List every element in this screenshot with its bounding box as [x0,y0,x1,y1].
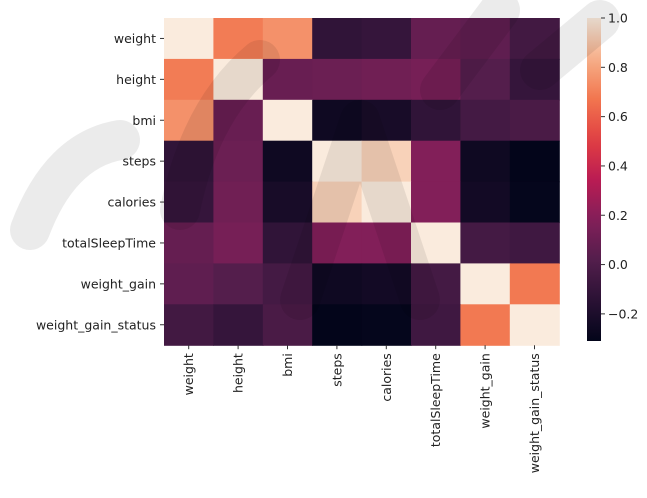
heatmap-cell [509,140,560,183]
heatmap-cell [164,18,214,60]
column-label: weight [181,353,196,395]
heatmap-cell [312,304,363,346]
row-label: weight_gain_status [36,317,156,332]
row-label: height [116,72,156,87]
heatmap-cell [262,181,313,224]
heatmap-cell [213,304,264,346]
column-label: height [231,353,246,393]
heatmap-cell [411,58,461,101]
heatmap-cell [361,222,412,264]
heatmap-cell [411,140,461,183]
heatmap-cell [509,222,560,264]
heatmap-cell [460,140,511,183]
heatmap-cell [411,263,461,305]
heatmap-cell [509,304,560,346]
heatmap-cell [262,58,313,101]
heatmap-cell [509,263,560,305]
column-label: weight_gain_status [527,353,542,473]
heatmap-cell [213,263,264,305]
heatmap-cell [411,222,461,264]
heatmap-cell [262,304,313,346]
heatmap-cell [361,58,412,101]
heatmap-cell [509,58,560,101]
colorbar-tick-label: 0.2 [608,208,628,223]
colorbar-gradient [587,18,601,341]
column-label: totalSleepTime [428,353,443,447]
heatmap-cell [361,99,412,142]
row-labels: weight height bmi steps calories totalSleepTi… [36,31,164,332]
colorbar-tick-label: −0.2 [608,306,638,321]
heatmap-cell [262,140,313,183]
heatmap-cell [460,304,511,346]
heatmap-cell [213,222,264,264]
row-label: steps [122,154,156,169]
heatmap-cell [164,99,214,142]
heatmap-cell [361,140,412,183]
heatmap-cell [164,263,214,305]
colorbar-tick-label: 0.0 [608,257,628,272]
heatmap-cell [262,222,313,264]
heatmap-cell [213,181,264,224]
column-label: bmi [280,353,295,377]
colorbar-tick-label: 1.0 [608,11,628,26]
column-label: steps [329,353,344,387]
heatmap-cell [460,263,511,305]
heatmap-cell [411,304,461,346]
heatmap-cell [312,99,363,142]
heatmap-cell [164,58,214,101]
heatmap-cell [460,222,511,264]
heatmap-cell [213,99,264,142]
colorbar: 1.0 0.8 0.6 0.4 0.2 0.0 −0.2 [587,11,638,341]
heatmap-cell [312,140,363,183]
heatmap-cell [509,181,560,224]
heatmap-cell [509,18,560,60]
heatmap-cell [460,58,511,101]
heatmap-cell [460,18,511,60]
row-label: bmi [132,113,156,128]
heatmap-cell [262,18,313,60]
heatmap-cell [411,181,461,224]
heatmap-cell [361,263,412,305]
heatmap-cell [312,263,363,305]
heatmap-cell [361,181,412,224]
heatmap-cell [312,18,363,60]
heatmap-cell [312,58,363,101]
heatmap-cell [411,99,461,142]
colorbar-tick-label: 0.6 [608,109,628,124]
heatmap-cell [164,222,214,264]
heatmap-cell [213,18,264,60]
heatmap-cell [164,181,214,224]
heatmap-cells [164,18,560,346]
heatmap-cell [509,99,560,142]
heatmap-cell [312,222,363,264]
heatmap-cell [164,304,214,346]
colorbar-tick-label: 0.8 [608,60,628,75]
heatmap-cell [460,181,511,224]
heatmap-cell [460,99,511,142]
heatmap-cell [411,18,461,60]
heatmap-cell [213,140,264,183]
column-label: weight_gain [478,353,493,428]
heatmap-cell [262,263,313,305]
row-label: weight [114,31,156,46]
heatmap-cell [361,304,412,346]
heatmap-cell [213,58,264,101]
colorbar-tick-label: 0.4 [608,158,628,173]
column-labels: weight height bmi steps calories totalSleepTi… [181,345,542,473]
row-label: weight_gain [81,276,156,291]
row-label: calories [108,195,156,210]
row-label: totalSleepTime [62,235,156,250]
heatmap-cell [361,18,412,60]
heatmap-cell [164,140,214,183]
heatmap-cell [312,181,363,224]
heatmap-cell [262,99,313,142]
column-label: calories [379,353,394,401]
